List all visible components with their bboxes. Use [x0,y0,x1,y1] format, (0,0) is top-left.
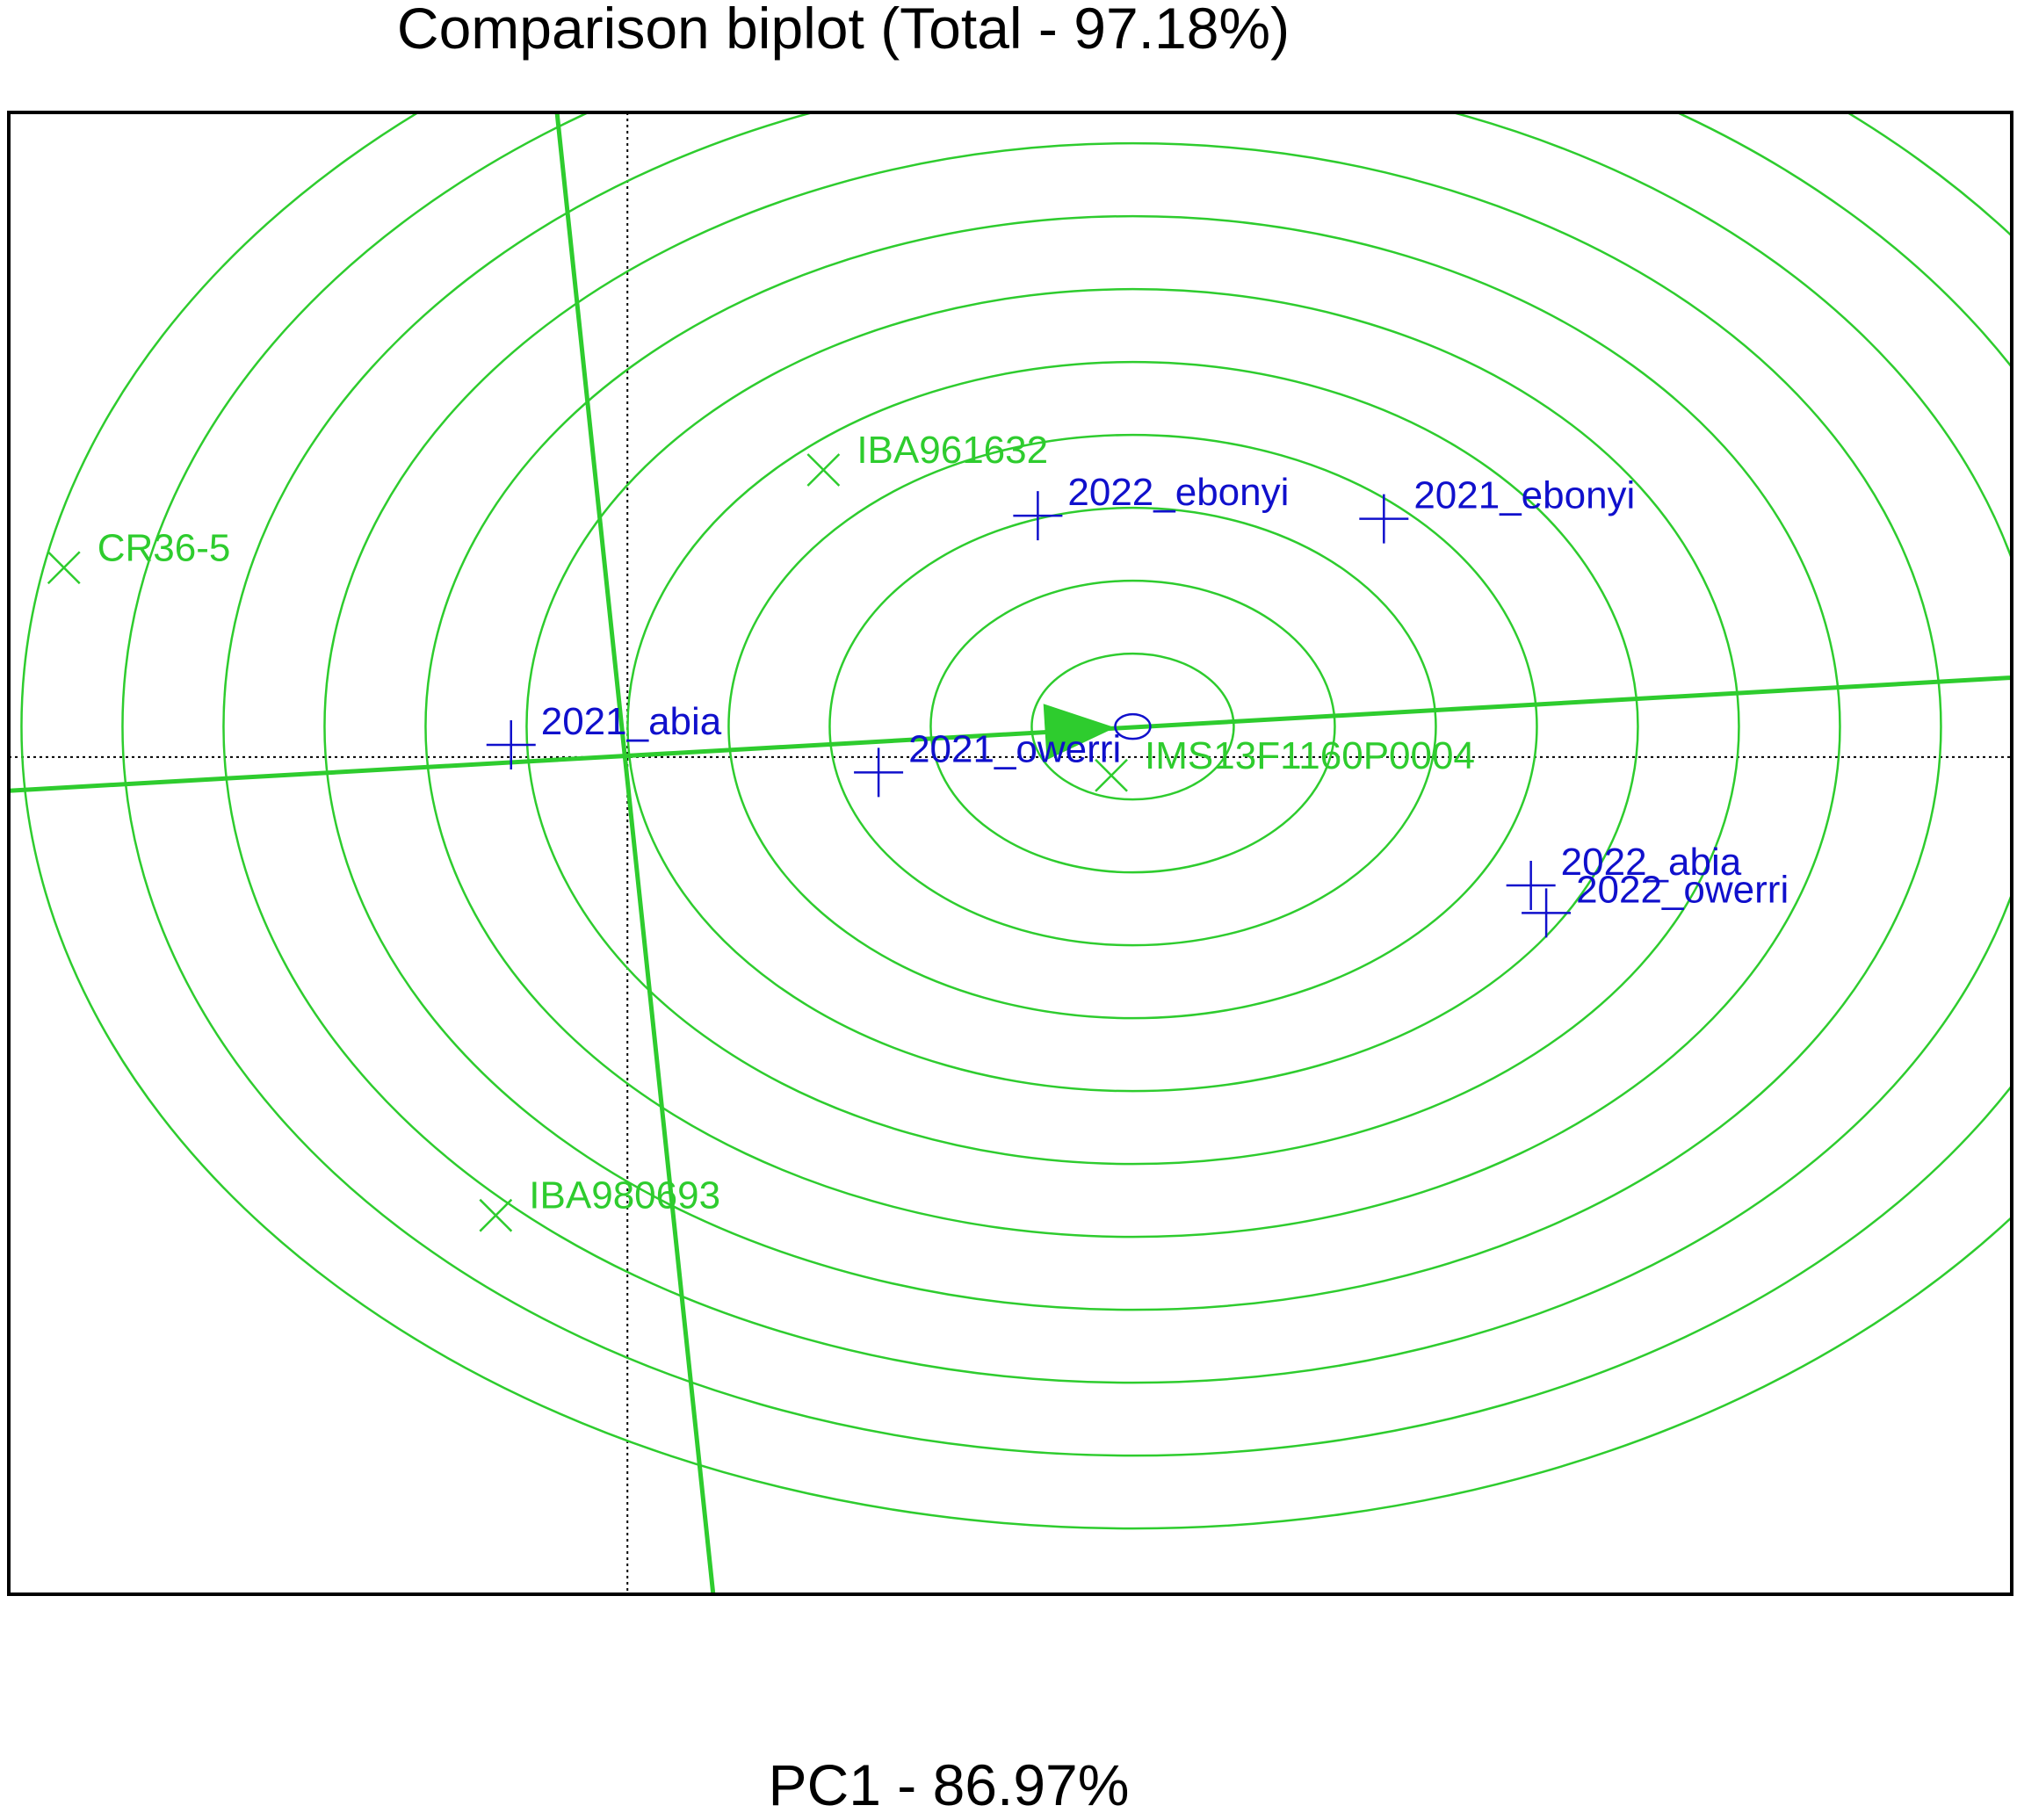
environment-marker [854,748,904,798]
average-axis-arrow [1043,704,1116,761]
environment-label: 2022_ebonyi [1067,471,1289,514]
environment-label: 2022_owerri [1576,868,1789,911]
perpendicular-axis [554,112,716,1594]
concentric-circle [626,360,1639,1093]
ideal-genotype-marker [1114,712,1152,740]
concentric-circle [424,214,1841,1239]
environment-marker [1359,494,1409,544]
genotype-marker [1095,758,1128,792]
environment-label: 2021_owerri [908,727,1121,770]
genotype-marker [806,453,841,487]
environment-label: 2021_abia [541,700,722,743]
concentric-circle [222,112,2012,1384]
environment-marker [1506,861,1556,911]
plot-area [9,112,2012,1594]
environment-label: 2022_abia [1561,841,1742,884]
chart-title: Comparison biplot (Total - 97.18%) [397,0,1290,61]
environment-marker [1522,888,1572,938]
concentric-circle [525,287,1740,1166]
concentric-circle [929,579,1336,874]
x-axis-label: PC1 - 86.97% [769,1752,1130,1817]
concentric-circle [20,112,2012,1530]
genotype-label: IBA961632 [857,429,1048,472]
environment-label: 2021_ebonyi [1413,474,1635,517]
environment-marker [1013,491,1063,541]
genotype-label: IMS13F1160P0004 [1145,734,1475,777]
concentric-circle [727,433,1538,1020]
environment-marker [486,720,536,770]
concentric-circle [121,112,2012,1457]
average-environment-axis [9,675,2012,793]
concentric-circle [1030,652,1235,801]
concentric-circle [323,141,1942,1311]
point-labels: IBA961632 CR36-5 IMS13F1160P0004 IBA980693 2… [98,429,1789,1217]
plot-frame [7,111,2013,1596]
genotype-marker [479,1198,513,1232]
genotype-marker [47,551,81,585]
genotype-label: CR36-5 [98,526,231,569]
genotype-label: IBA980693 [529,1174,720,1217]
concentric-circle [828,506,1437,947]
